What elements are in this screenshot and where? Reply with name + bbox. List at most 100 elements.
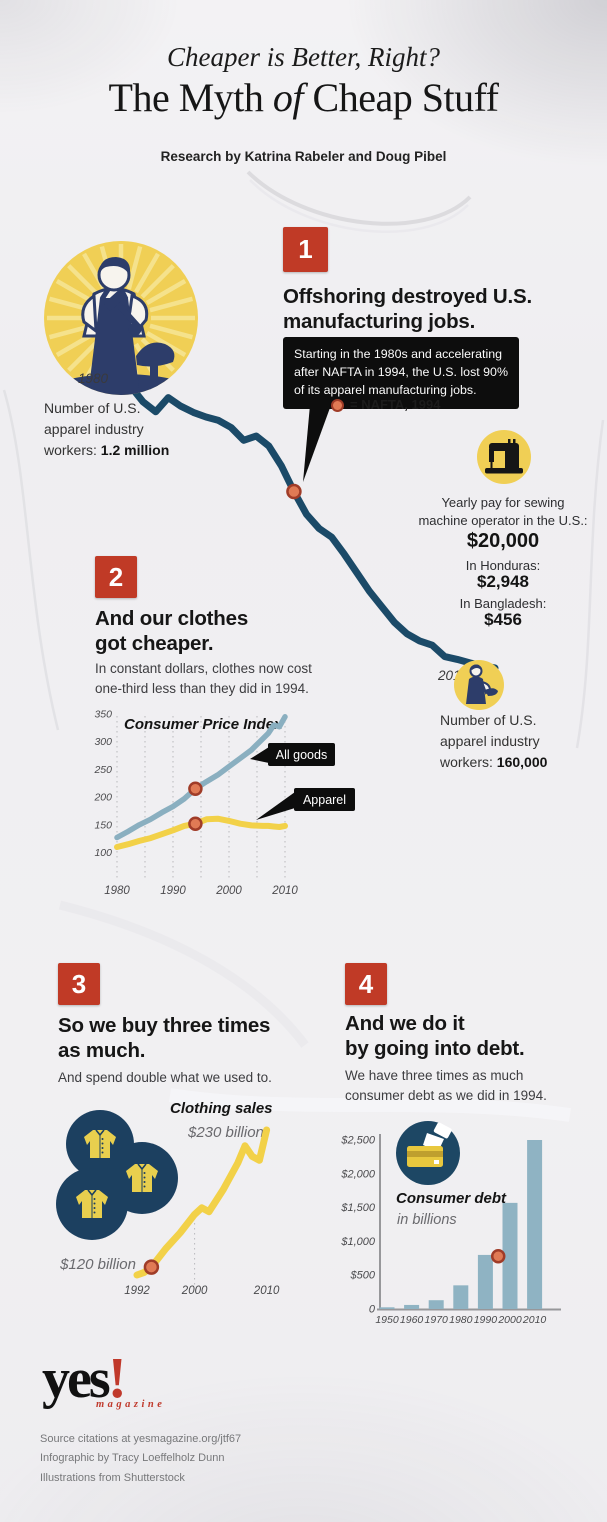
tshirt-fold-highlight	[168, 1088, 571, 1122]
title-italic-of: of	[272, 75, 304, 120]
sun-ray	[67, 264, 102, 299]
y-tick-label: $500	[350, 1270, 376, 1282]
x-tick-label: 2000	[497, 1314, 522, 1326]
sun-ray	[140, 264, 175, 299]
pay-bangladesh-label: In Bangladesh:	[459, 596, 547, 611]
x-tick-label: 1980	[104, 885, 130, 897]
x-tick-label: 1980	[449, 1314, 473, 1326]
x-tick-label: 1992	[124, 1285, 150, 1297]
x-tick-label: 2000	[215, 885, 242, 897]
tshirt-right-seam	[575, 419, 605, 749]
y-tick-label: $1,000	[340, 1236, 376, 1248]
debt-bar-2000	[502, 1202, 518, 1309]
section-3-number: 3	[58, 963, 100, 1005]
workers-decline-line	[114, 368, 499, 672]
cpi-chart-title: Consumer Price Index	[124, 716, 283, 733]
sun-ray	[145, 331, 187, 357]
debt-bar-1950	[379, 1307, 395, 1309]
section-2-number: 2	[95, 556, 137, 598]
clothing-sales-line	[133, 1126, 271, 1279]
garment-worker-glyph	[466, 664, 498, 704]
apparel-workers-chart	[114, 368, 499, 672]
workers-1980-pre: Number of U.S. apparel industry workers:	[44, 400, 144, 458]
y-tick-label: 150	[94, 819, 112, 831]
section-4-number: 4	[345, 963, 387, 1005]
all-goods-label: All goods	[276, 748, 327, 762]
y-tick-label: 0	[369, 1304, 376, 1316]
logo-exclamation: !	[107, 1345, 127, 1410]
tshirt-collar-seam	[246, 170, 472, 226]
apparel-pointer	[256, 792, 295, 820]
sun-ray	[149, 296, 194, 313]
x-tick-label: 2010	[271, 885, 298, 897]
consumer-price-index-chart: 350 300 250 200 150 100 Consumer Price Index Al…	[93, 709, 355, 897]
workers-2010-value: 160,000	[496, 754, 548, 770]
y-tick-label: $2,000	[340, 1168, 376, 1180]
nafta-marker-dot	[188, 781, 203, 797]
apparel-label-box	[294, 788, 355, 811]
pay-us-label: Yearly pay for sewing machine operator i…	[418, 495, 588, 528]
nafta-legend-label: = NAFTA, 1994	[350, 397, 441, 412]
byline: Research by Katrina Rabeler and Doug Pib…	[160, 149, 447, 164]
cobbler-figure	[55, 257, 187, 395]
apparel-label: Apparel	[303, 793, 346, 807]
all-goods-label-box	[268, 743, 335, 766]
footer-credits: Source citations at yesmagazine.org/jtf6…	[40, 1433, 242, 1484]
workers-2010-pre: Number of U.S. apparel industry workers:	[440, 712, 540, 770]
section-1-number: 1	[283, 227, 328, 272]
tshirt-left-seam	[2, 389, 60, 731]
nafta-dot-icon	[331, 399, 344, 412]
debt-bar-1990	[477, 1254, 493, 1309]
sun-ray	[145, 279, 187, 305]
x-tick-label: 2010	[522, 1314, 547, 1326]
pay-bangladesh-value: $456	[484, 610, 522, 629]
nafta-marker-dot	[286, 483, 302, 500]
callout-pointer	[303, 405, 331, 482]
x-tick-label: 2000	[181, 1285, 208, 1297]
sun-ray	[126, 245, 143, 290]
x-tick-label: 1950	[375, 1314, 399, 1326]
garment-worker-icon	[454, 660, 504, 710]
nafta-marker-dot	[188, 816, 203, 831]
sun-ray	[134, 252, 160, 294]
nafta-callout-box: Starting in the 1980s and accelerating a…	[283, 337, 519, 409]
clothing-sales-title: Clothing sales	[170, 1100, 273, 1117]
section-1-heading: Offshoring destroyed U.S. manufacturing …	[283, 285, 532, 333]
all-goods-pointer	[250, 747, 269, 763]
y-tick-label: 300	[94, 736, 112, 748]
title-post: Cheap Stuff	[303, 75, 499, 120]
tshirt-collar-highlight	[249, 179, 469, 234]
debt-bar-2010	[527, 1140, 543, 1309]
consumer-debt-subtitle: in billions	[397, 1212, 457, 1228]
credit-card-hand-icon	[396, 1121, 460, 1185]
cobbler-icon	[44, 241, 198, 395]
section-3-sub: And spend double what we used to.	[58, 1070, 272, 1085]
nafta-marker-dot	[143, 1259, 160, 1275]
debt-bar-1970	[428, 1300, 444, 1309]
jackets-icon	[56, 1110, 178, 1240]
section-2-heading: And our clothes got cheaper.	[95, 607, 249, 655]
section-4-sub: We have three times as much consumer deb…	[345, 1068, 547, 1104]
tshirt-fold	[58, 900, 309, 1048]
sewing-circle-bg	[477, 430, 531, 484]
kicker-title: Cheaper is Better, Right?	[167, 42, 440, 72]
x-tick-label: 1960	[400, 1314, 424, 1326]
cpi-line-apparel	[114, 815, 288, 850]
year-1980-label: 1980	[78, 371, 109, 386]
y-tick-label: 100	[94, 847, 112, 859]
page-title: The Myth of Cheap Stuff	[0, 74, 607, 121]
debt-bar-1980	[453, 1285, 469, 1309]
consumer-debt-title: Consumer debt	[396, 1190, 507, 1207]
y-tick-label: $2,500	[340, 1135, 376, 1147]
pay-honduras-value: $2,948	[477, 572, 529, 591]
yes-magazine-logo: yes! magazine	[42, 1344, 165, 1410]
workers-1980-value: 1.2 million	[100, 442, 170, 458]
y-tick-label: 250	[93, 764, 112, 776]
logo-yes-text: yes	[42, 1348, 111, 1410]
debt-bar-1960	[404, 1304, 420, 1309]
workers-2010-text: Number of U.S. apparel industry workers:…	[440, 710, 547, 773]
pay-honduras-label: In Honduras:	[465, 558, 541, 573]
workers-1980-text: Number of U.S. apparel industry workers:…	[44, 398, 169, 461]
x-tick-label: 2010	[253, 1285, 280, 1297]
